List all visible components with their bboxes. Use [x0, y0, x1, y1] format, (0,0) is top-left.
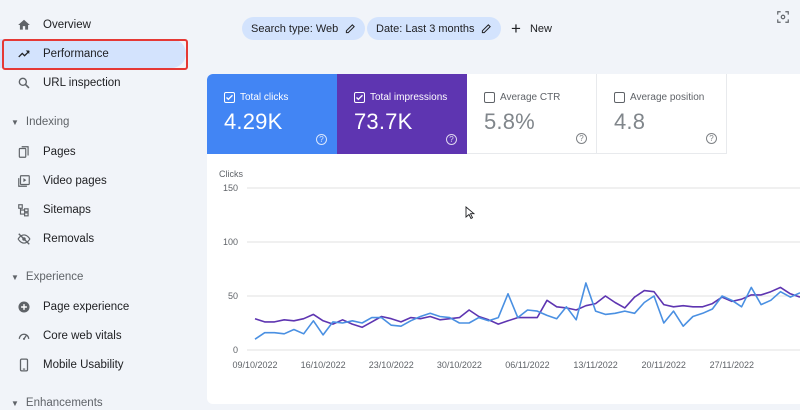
- sidebar-item-pages[interactable]: Pages: [0, 137, 196, 166]
- section-indexing[interactable]: ▼ Indexing: [0, 111, 69, 133]
- metric-value: 5.8%: [484, 109, 535, 134]
- checkbox-checked-icon[interactable]: [354, 92, 365, 103]
- new-filter-label: New: [529, 22, 552, 35]
- y-tick-label: 150: [223, 183, 238, 193]
- section-title: Indexing: [25, 116, 70, 128]
- video-pages-icon: [17, 174, 31, 188]
- fullscreen-button[interactable]: [773, 7, 793, 27]
- section-enhancements[interactable]: ▼ Enhancements: [0, 392, 103, 410]
- y-tick-label: 0: [233, 345, 238, 355]
- fullscreen-icon: [777, 11, 789, 23]
- sidebar-item-label: Performance: [43, 47, 109, 60]
- gauge-icon: [17, 329, 31, 343]
- y-tick-label: 50: [228, 291, 238, 301]
- sidebar-item-label: Overview: [43, 18, 91, 31]
- x-tick-label: 27/11/2022: [710, 360, 754, 370]
- caret-down-icon: ▼: [11, 117, 19, 127]
- sidebar-item-overview[interactable]: Overview: [0, 10, 196, 39]
- sidebar-item-label: Page experience: [43, 300, 130, 313]
- sitemap-icon: [17, 203, 31, 217]
- sidebar-item-video-pages[interactable]: Video pages: [0, 166, 196, 195]
- chip-label: Search type: Web: [251, 22, 339, 35]
- checkbox-unchecked-icon[interactable]: [614, 92, 625, 103]
- x-tick-label: 16/10/2022: [301, 360, 346, 370]
- sidebar-item-removals[interactable]: Removals: [0, 224, 196, 253]
- sidebar-item-page-experience[interactable]: Page experience: [0, 292, 196, 321]
- x-tick-label: 23/10/2022: [369, 360, 414, 370]
- metric-label: Total impressions: [370, 92, 448, 103]
- metric-label: Average CTR: [500, 92, 561, 103]
- performance-card: Total clicks 4.29K ? Total impressions 7…: [207, 74, 800, 404]
- sidebar-item-label: Mobile Usability: [43, 358, 124, 371]
- eye-off-icon: [17, 232, 31, 246]
- date-filter-chip[interactable]: Date: Last 3 months: [367, 17, 502, 40]
- new-filter-button[interactable]: + New: [511, 17, 552, 40]
- x-tick-label: 06/11/2022: [505, 360, 549, 370]
- series-line-total-impressions[interactable]: [254, 286, 800, 329]
- chip-label: Date: Last 3 months: [376, 22, 475, 35]
- help-icon[interactable]: ?: [316, 134, 327, 145]
- y-axis-label: Clicks: [219, 169, 243, 179]
- search-icon: [17, 76, 31, 90]
- x-tick-label: 20/11/2022: [642, 360, 686, 370]
- caret-down-icon: ▼: [11, 398, 19, 408]
- sidebar-item-label: Video pages: [43, 174, 107, 187]
- series-line-total-clicks[interactable]: [254, 282, 800, 340]
- phone-icon: [17, 358, 31, 372]
- highlight-annotation: [2, 39, 188, 70]
- plus-circle-icon: [17, 300, 31, 314]
- help-icon[interactable]: ?: [446, 134, 457, 145]
- plus-icon: +: [511, 19, 521, 38]
- metric-label: Total clicks: [240, 92, 289, 103]
- sidebar-item-core-web-vitals[interactable]: Core web vitals: [0, 321, 196, 350]
- sidebar-item-sitemaps[interactable]: Sitemaps: [0, 195, 196, 224]
- metric-average-position[interactable]: Average position 4.8 ?: [597, 74, 727, 154]
- y-tick-label: 100: [223, 237, 238, 247]
- trending-up-icon: [17, 47, 31, 61]
- section-title: Enhancements: [25, 397, 103, 409]
- x-tick-label: 30/10/2022: [437, 360, 482, 370]
- sidebar-item-label: Sitemaps: [43, 203, 91, 216]
- sidebar-item-performance[interactable]: Performance: [0, 39, 186, 68]
- clicks-impressions-chart[interactable]: Clicks 150 100 50 0 09/10/2022 16/10/2022 23/…: [207, 162, 800, 402]
- sidebar-item-label: Removals: [43, 232, 95, 245]
- caret-down-icon: ▼: [11, 272, 19, 282]
- pages-icon: [17, 145, 31, 159]
- metric-label: Average position: [630, 92, 705, 103]
- section-experience[interactable]: ▼ Experience: [0, 266, 83, 288]
- metric-value: 4.29K: [224, 109, 283, 134]
- help-icon[interactable]: ?: [706, 133, 717, 144]
- sidebar-item-label: URL inspection: [43, 76, 121, 89]
- search-type-filter-chip[interactable]: Search type: Web: [242, 17, 366, 40]
- sidebar-item-label: Pages: [43, 145, 76, 158]
- metric-total-impressions[interactable]: Total impressions 73.7K ?: [337, 74, 467, 154]
- section-title: Experience: [25, 271, 84, 283]
- checkbox-checked-icon[interactable]: [224, 92, 235, 103]
- metric-average-ctr[interactable]: Average CTR 5.8% ?: [467, 74, 597, 154]
- checkbox-unchecked-icon[interactable]: [484, 92, 495, 103]
- pencil-icon: [481, 23, 492, 34]
- home-icon: [17, 18, 31, 32]
- x-tick-label: 13/11/2022: [573, 360, 617, 370]
- metric-total-clicks[interactable]: Total clicks 4.29K ?: [207, 74, 337, 154]
- help-icon[interactable]: ?: [576, 133, 587, 144]
- metric-value: 73.7K: [354, 109, 413, 134]
- sidebar-item-mobile-usability[interactable]: Mobile Usability: [0, 350, 196, 379]
- pencil-icon: [345, 23, 356, 34]
- sidebar-item-label: Core web vitals: [43, 329, 122, 342]
- sidebar: Overview Performance URL inspection ▼ In…: [0, 0, 196, 410]
- mouse-cursor-icon: [465, 206, 475, 220]
- sidebar-item-url-inspection[interactable]: URL inspection: [0, 68, 196, 97]
- metric-value: 4.8: [614, 109, 646, 134]
- x-tick-label: 09/10/2022: [232, 360, 277, 370]
